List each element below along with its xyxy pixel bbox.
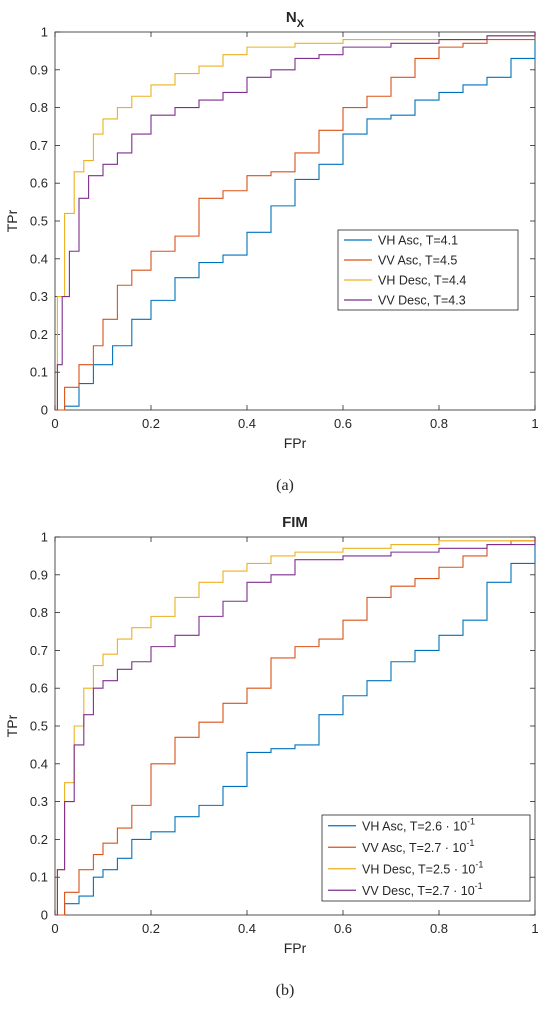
x-tick-label: 0.2 <box>142 416 160 431</box>
y-tick-label: 0.6 <box>30 681 48 696</box>
legend-exponent-1: -1 <box>467 816 475 826</box>
y-tick-label: 0.3 <box>30 794 48 809</box>
legend-label-4: VV Desc, T=2.7 · 10-1 <box>362 881 483 898</box>
legend-label-3: VH Desc, T=2.5 · 10-1 <box>362 859 483 876</box>
x-tick-label: 1 <box>531 416 538 431</box>
y-tick-label: 0.4 <box>30 251 48 266</box>
legend-label-3: VH Desc, T=4.4 <box>378 274 466 288</box>
y-tick-label: 0.7 <box>30 643 48 658</box>
x-tick-label: 1 <box>531 921 538 936</box>
y-tick-label: 0.8 <box>30 605 48 620</box>
y-tick-label: 0 <box>41 403 48 418</box>
y-tick-label: 0.8 <box>30 100 48 115</box>
x-tick-label: 0.6 <box>334 921 352 936</box>
series-line-1 <box>55 32 536 411</box>
x-tick-label: 0 <box>51 416 58 431</box>
y-tick-label: 1 <box>41 530 48 545</box>
series-line-4 <box>55 537 536 916</box>
chart-title-subscript: X <box>297 18 305 30</box>
legend: VH Asc, T=4.1 VV Asc, T=4.5 VH Desc, T=4.4… <box>337 229 519 311</box>
y-tick-label: 0.1 <box>30 870 48 885</box>
legend-box <box>321 814 531 902</box>
legend-exponent-4: -1 <box>475 881 483 891</box>
x-tick-label: 0.2 <box>142 921 160 936</box>
x-tick-label: 0.4 <box>238 921 256 936</box>
y-tick-label: 0.2 <box>30 832 48 847</box>
x-tick-label: 0.8 <box>430 416 448 431</box>
y-tick-label: 0.7 <box>30 138 48 153</box>
y-tick-label: 0.3 <box>30 289 48 304</box>
legend-label-1: VH Asc, T=2.6 · 10-1 <box>362 816 475 833</box>
x-tick-label: 0.6 <box>334 416 352 431</box>
figure-caption: (a) <box>276 477 294 494</box>
y-tick-label: 1 <box>41 25 48 40</box>
chart-title: FIM <box>282 514 308 531</box>
y-tick-label: 0 <box>41 908 48 923</box>
y-tick-label: 0.9 <box>30 567 48 582</box>
series-line-4 <box>55 32 536 411</box>
series-line-2 <box>55 32 536 411</box>
x-axis-label: FPr <box>284 435 307 451</box>
y-axis-label: TPr <box>4 209 20 232</box>
y-tick-label: 0.2 <box>30 327 48 342</box>
series-line-1 <box>55 537 536 916</box>
chart-1: 0 0.2 0.4 0.6 0.8 1 0 0.1 0.2 0.3 0.4 0.5 0.6 0.7 0.8 0… <box>4 9 539 494</box>
y-tick-label: 0.4 <box>30 756 48 771</box>
y-tick-label: 0.6 <box>30 176 48 191</box>
series-line-2 <box>55 537 536 916</box>
series-line-3 <box>55 32 536 411</box>
legend-box <box>337 229 519 311</box>
figure-caption: (b) <box>276 982 295 999</box>
y-tick-label: 0.9 <box>30 62 48 77</box>
legend-label-4: VV Desc, T=4.3 <box>378 294 466 308</box>
y-tick-label: 0.5 <box>30 719 48 734</box>
x-axis-label: FPr <box>284 940 307 956</box>
series-line-3 <box>55 537 536 916</box>
legend-label-1: VH Asc, T=4.1 <box>378 234 458 248</box>
legend-label-2: VV Asc, T=2.7 · 10-1 <box>362 838 474 855</box>
legend-exponent-2: -1 <box>466 838 474 848</box>
y-axis-label: TPr <box>4 714 20 737</box>
chart-title: NX <box>286 9 305 30</box>
x-tick-label: 0 <box>51 921 58 936</box>
y-tick-label: 0.1 <box>30 365 48 380</box>
legend-label-2: VV Asc, T=4.5 <box>378 254 457 268</box>
x-tick-label: 0.4 <box>238 416 256 431</box>
x-tick-label: 0.8 <box>430 921 448 936</box>
legend: VH Asc, T=2.6 · 10-1 VV Asc, T=2.7 · 10-1… <box>321 814 531 902</box>
y-tick-label: 0.5 <box>30 214 48 229</box>
chart-2: 0 0.2 0.4 0.6 0.8 1 0 0.1 0.2 0.3 0.4 0.5 0.6 0.7 0.8 0… <box>4 514 539 999</box>
legend-exponent-3: -1 <box>475 859 483 869</box>
